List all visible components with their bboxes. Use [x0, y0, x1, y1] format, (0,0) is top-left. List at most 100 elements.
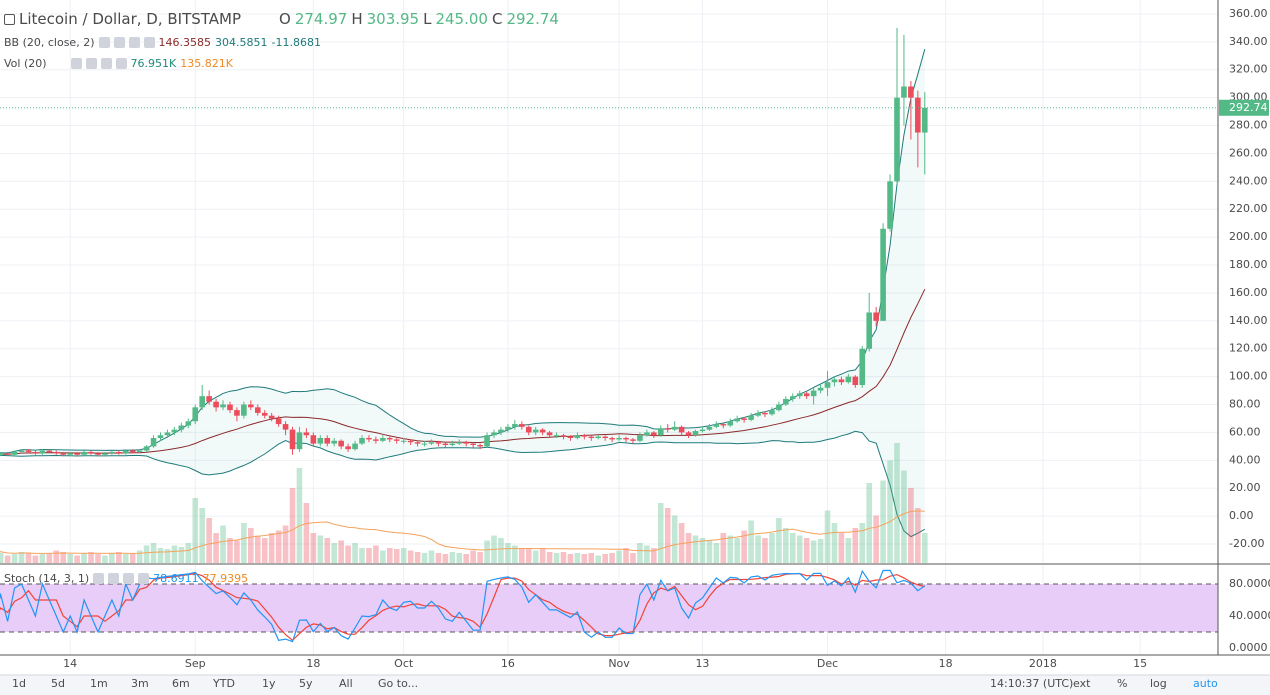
toolbar-button[interactable]: 5d [51, 677, 65, 690]
candle-body [352, 443, 358, 450]
toolbar-button[interactable]: ext [1073, 677, 1091, 690]
volume-bar [310, 533, 317, 563]
vol-ma: 135.821K [180, 57, 233, 70]
stoch-name: Stoch (14, 3, 1) [4, 572, 90, 585]
candle-body [380, 438, 386, 441]
volume-bar [88, 552, 94, 563]
icon[interactable] [115, 58, 127, 69]
candle-body [491, 432, 497, 436]
candle-body [921, 107, 928, 133]
volume-bar [567, 554, 574, 563]
candle-body [53, 451, 60, 454]
volume-bar [227, 538, 233, 563]
stoch-legend: Stoch (14, 3, 1) 78.6911 77.9395 [4, 572, 248, 585]
icon[interactable] [85, 58, 97, 69]
icon[interactable] [70, 58, 82, 69]
candle-body [442, 443, 449, 445]
candle-body [150, 438, 157, 447]
candle-body [651, 432, 657, 436]
volume-bar [46, 553, 53, 563]
candle-body [873, 312, 879, 321]
toolbar-button[interactable]: 1d [12, 677, 26, 690]
candle-body [720, 424, 727, 426]
x-tick-label: Oct [394, 657, 414, 670]
stoch-k: 78.6911 [153, 572, 199, 585]
candle-body [470, 443, 476, 445]
price-layer [0, 27, 928, 563]
icon[interactable] [128, 37, 140, 48]
candle-body [0, 453, 4, 455]
volume-bar [303, 503, 310, 563]
toolbar-button[interactable]: 5y [299, 677, 313, 690]
toolbar-button[interactable]: 3m [131, 677, 149, 690]
volume-bar [102, 555, 108, 563]
volume-bar [519, 548, 525, 563]
y-tick-label: 200.00 [1229, 230, 1268, 243]
collapse-icon[interactable] [4, 13, 15, 25]
icon[interactable] [123, 573, 135, 584]
candle-body [678, 426, 685, 433]
volume-bar [623, 548, 629, 563]
volume-bar [720, 533, 727, 563]
candle-body [317, 438, 324, 444]
icon[interactable] [113, 37, 125, 48]
icon[interactable] [100, 58, 112, 69]
icon[interactable] [93, 573, 105, 584]
candle-body [171, 429, 178, 433]
bb-fill [0, 49, 925, 537]
candle-body [421, 443, 428, 445]
candle-body [595, 436, 602, 439]
toolbar-button[interactable]: 6m [172, 677, 190, 690]
volume-bar [248, 528, 254, 563]
volume-bar [692, 535, 699, 563]
icon[interactable] [143, 37, 155, 48]
volume-bar [664, 508, 671, 563]
toolbar-button[interactable]: Go to... [378, 677, 419, 690]
toolbar-button[interactable]: auto [1193, 677, 1218, 690]
toolbar-button[interactable]: log [1150, 677, 1167, 690]
volume-bar [109, 553, 115, 563]
volume-bar [755, 535, 761, 563]
candle-body [234, 410, 240, 416]
candle-body [157, 435, 164, 439]
y-tick-label: 100.00 [1229, 370, 1268, 383]
x-tick-label: 16 [501, 657, 515, 670]
candle-body [685, 432, 692, 436]
candle-body [248, 404, 254, 408]
toolbar-button[interactable]: 1m [90, 677, 108, 690]
candle-body [630, 439, 636, 441]
toolbar-button[interactable]: % [1117, 677, 1128, 690]
toolbar-button[interactable]: 1y [262, 677, 276, 690]
candle-body [776, 404, 782, 411]
volume-bar [859, 523, 866, 563]
candle-body [484, 435, 490, 447]
volume-bar [588, 553, 595, 563]
x-tick-label: 2018 [1029, 657, 1057, 670]
l-label: L [423, 10, 432, 28]
candle-body [803, 393, 810, 397]
volume-bar [296, 468, 303, 563]
volume-bar [164, 549, 171, 563]
candle-body [4, 453, 11, 455]
candle-body [574, 435, 581, 439]
y-tick-label: 360.00 [1229, 7, 1268, 20]
volume-bar [380, 550, 386, 563]
volume-bar [67, 554, 73, 563]
y-tick-label: 40.00 [1229, 453, 1261, 466]
volume-bar [845, 538, 852, 563]
volume-bar [873, 515, 879, 563]
x-tick-label: Dec [817, 657, 838, 670]
candle-body [894, 97, 900, 182]
toolbar-button[interactable]: YTD [213, 677, 235, 690]
y-tick-label: 60.00 [1229, 425, 1261, 438]
icon[interactable] [138, 573, 150, 584]
volume-bar [39, 554, 46, 563]
candle-body [789, 396, 796, 399]
icon[interactable] [108, 573, 120, 584]
toolbar-button[interactable]: All [339, 677, 353, 690]
volume-bar [657, 503, 664, 563]
icon[interactable] [98, 37, 110, 48]
y-tick-label: 20.00 [1229, 481, 1261, 494]
volume-bar [560, 552, 567, 563]
candle-body [915, 97, 921, 133]
